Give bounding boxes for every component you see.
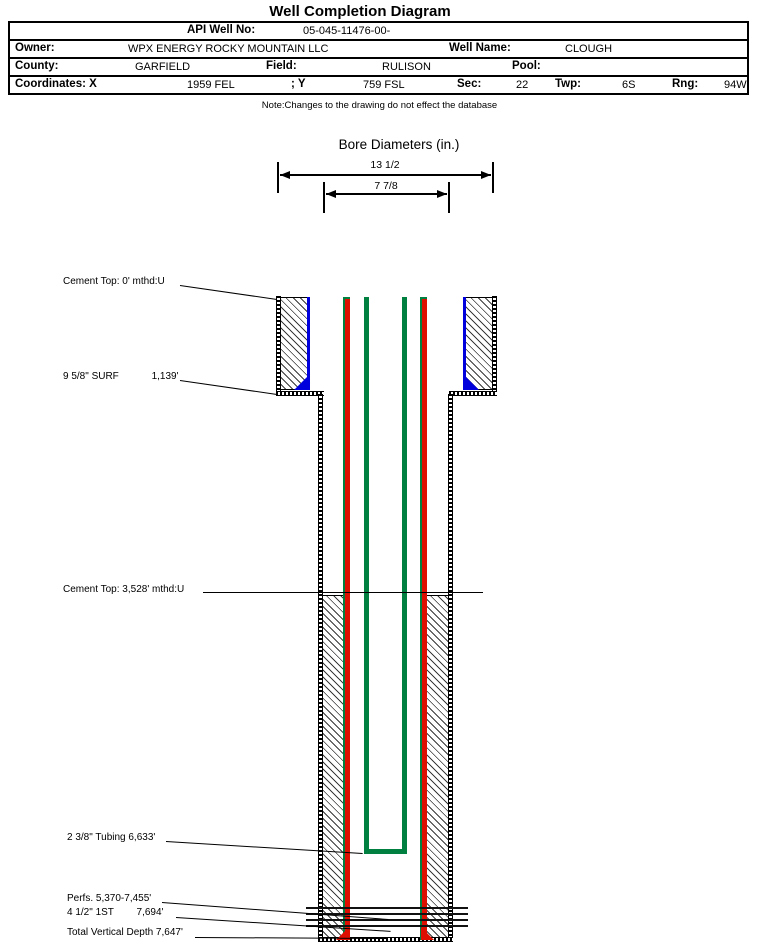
well-name-value: CLOUGH bbox=[565, 43, 613, 55]
page-title: Well Completion Diagram bbox=[269, 3, 451, 20]
perforation-line bbox=[306, 925, 468, 927]
surface-casing-shoe-left bbox=[294, 377, 307, 390]
inner-bore-dimension-label: 7 7/8 bbox=[374, 180, 398, 192]
api-well-no-label: API Well No: bbox=[187, 24, 256, 36]
borehole-wall-left bbox=[318, 394, 323, 940]
borehole-wall-right bbox=[448, 394, 453, 940]
bore-diameters-title: Bore Diameters (in.) bbox=[338, 137, 460, 152]
coordinates-y-value: 759 FSL bbox=[363, 79, 405, 91]
sec-value: 22 bbox=[516, 79, 529, 91]
production-casing-right-line bbox=[420, 297, 427, 940]
inner-dim-tick-right bbox=[448, 182, 450, 213]
perforation-line bbox=[306, 907, 468, 909]
inner-dim-arrow-right-icon bbox=[437, 190, 447, 198]
tubing-left-line bbox=[364, 297, 369, 849]
borehole-ledge-left bbox=[276, 391, 324, 396]
surface-casing-size: 9 5/8" SURF bbox=[63, 371, 119, 382]
production-casing-size: 4 1/2" 1ST bbox=[67, 907, 114, 918]
outer-dim-arrow-left-icon bbox=[280, 171, 290, 179]
table-row-county: County: GARFIELD Field: RULISON Pool: bbox=[10, 57, 747, 75]
surface-casing-shoe-right bbox=[466, 377, 479, 390]
inner-dim-line bbox=[326, 193, 447, 195]
borehole-wall-surface-left bbox=[276, 296, 281, 393]
production-cement-right bbox=[427, 595, 448, 938]
coordinates-x-value: 1959 FEL bbox=[187, 79, 235, 91]
tubing-right-line bbox=[402, 297, 407, 849]
table-row-owner: Owner: WPX ENERGY ROCKY MOUNTAIN LLC Wel… bbox=[10, 39, 747, 57]
cement-top-surface-label: Cement Top: 0' mthd:U bbox=[63, 276, 165, 287]
outer-dim-tick-right bbox=[492, 162, 494, 193]
perforation-line bbox=[306, 919, 468, 921]
surface-casing-right-line bbox=[463, 297, 466, 390]
rng-label: Rng: bbox=[672, 78, 699, 90]
inner-dim-arrow-left-icon bbox=[326, 190, 336, 198]
tubing-label: 2 3/8" Tubing 6,633' bbox=[67, 832, 156, 843]
twp-value: 6S bbox=[622, 79, 636, 91]
field-value: RULISON bbox=[382, 61, 431, 73]
leader-cement-top-production bbox=[203, 592, 483, 593]
perfs-label: Perfs. 5,370-7,455' bbox=[67, 893, 152, 904]
table-row-api: API Well No: 05-045-11476-00- bbox=[10, 23, 747, 39]
cement-top-production-label: Cement Top: 3,528' mthd:U bbox=[63, 584, 185, 595]
production-casing-shoe-left bbox=[336, 927, 349, 940]
field-label: Field: bbox=[266, 60, 297, 72]
header-table: API Well No: 05-045-11476-00- Owner: WPX… bbox=[8, 21, 749, 95]
production-casing-depth: 7,694' bbox=[136, 907, 164, 918]
api-well-no-value: 05-045-11476-00- bbox=[303, 25, 391, 37]
sec-label: Sec: bbox=[457, 78, 482, 90]
tubing-bottom-bend bbox=[364, 849, 407, 854]
surface-casing-label: 9 5/8" SURF 1,139' bbox=[63, 371, 179, 383]
production-cement-left bbox=[323, 595, 343, 938]
owner-label: Owner: bbox=[15, 42, 55, 54]
outer-dim-arrow-right-icon bbox=[481, 171, 491, 179]
leader-surface-casing bbox=[179, 380, 278, 395]
database-note: Note:Changes to the drawing do not effec… bbox=[261, 100, 498, 111]
coordinates-y-label: ; Y bbox=[291, 78, 306, 90]
county-label: County: bbox=[15, 60, 59, 72]
production-casing-shoe-right bbox=[421, 927, 434, 940]
borehole-wall-surface-right bbox=[492, 296, 497, 393]
coordinates-label: Coordinates: X bbox=[15, 78, 97, 90]
rng-value: 94W bbox=[724, 79, 747, 91]
leader-cement-top-surface bbox=[179, 285, 278, 300]
tvd-label: Total Vertical Depth 7,647' bbox=[67, 927, 183, 938]
twp-label: Twp: bbox=[555, 78, 581, 90]
borehole-ledge-right bbox=[449, 391, 497, 396]
surface-casing-depth: 1,139' bbox=[151, 371, 179, 382]
leader-tvd bbox=[194, 937, 387, 940]
outer-dim-tick-left bbox=[277, 162, 279, 193]
owner-value: WPX ENERGY ROCKY MOUNTAIN LLC bbox=[128, 43, 329, 55]
outer-bore-dimension-label: 13 1/2 bbox=[370, 159, 400, 171]
perforation-line bbox=[306, 913, 468, 915]
surface-casing-left-line bbox=[307, 297, 310, 390]
well-name-label: Well Name: bbox=[449, 42, 511, 54]
production-casing-left-line bbox=[343, 297, 350, 940]
production-casing-label: 4 1/2" 1ST 7,694' bbox=[67, 907, 163, 919]
inner-dim-tick-left bbox=[323, 182, 325, 213]
outer-dim-line bbox=[280, 174, 491, 176]
table-row-coordinates: Coordinates: X 1959 FEL ; Y 759 FSL Sec:… bbox=[10, 75, 747, 93]
county-value: GARFIELD bbox=[135, 61, 191, 73]
pool-label: Pool: bbox=[512, 60, 541, 72]
